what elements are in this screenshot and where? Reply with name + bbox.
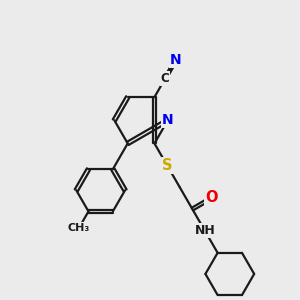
Text: CH₃: CH₃	[68, 223, 90, 233]
Text: S: S	[162, 158, 172, 173]
Text: N: N	[170, 53, 182, 67]
Text: C: C	[161, 72, 170, 85]
Text: NH: NH	[195, 224, 215, 238]
Text: O: O	[206, 190, 218, 206]
Text: N: N	[162, 113, 174, 127]
